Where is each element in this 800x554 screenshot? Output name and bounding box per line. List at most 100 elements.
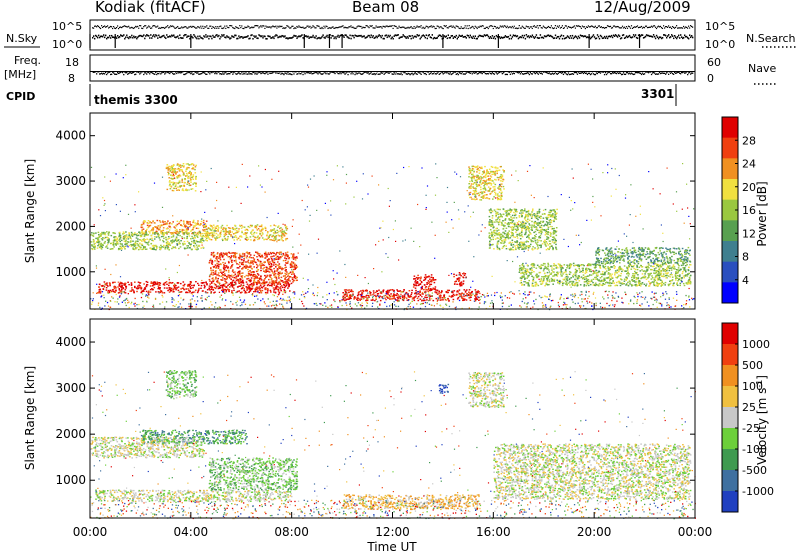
data-point: [380, 292, 383, 295]
nsearch-point: [180, 27, 182, 29]
nsearch-point: [467, 27, 469, 30]
nsky-point: [282, 35, 284, 37]
data-point: [247, 288, 249, 290]
data-point: [263, 267, 265, 269]
data-point: [430, 283, 433, 286]
data-point: [162, 239, 164, 242]
data-point: [157, 291, 160, 293]
data-point: [236, 291, 239, 293]
nsearch-point: [117, 25, 119, 27]
data-point: [343, 294, 346, 296]
nsky-point: [392, 37, 394, 40]
nsearch-point: [247, 25, 249, 27]
data-point: [231, 231, 233, 233]
data-point: [262, 285, 265, 288]
freq-point: [555, 73, 558, 75]
nsky-point: [113, 36, 115, 39]
nsearch-point: [457, 26, 459, 28]
data-point: [267, 262, 270, 264]
freq-point: [265, 72, 267, 74]
data-point: [291, 266, 293, 268]
nsearch-point: [211, 27, 213, 29]
nsearch-point: [224, 25, 226, 27]
data-point: [296, 276, 298, 279]
data-point: [143, 288, 145, 290]
data-point: [287, 255, 289, 257]
data-point: [169, 225, 171, 228]
data-point: [181, 189, 184, 191]
data-point: [96, 241, 98, 243]
nsearch-point: [655, 27, 658, 30]
freq-point: [93, 71, 95, 73]
data-point: [430, 276, 432, 278]
nsearch-point: [232, 26, 234, 29]
nsearch-point: [450, 25, 452, 27]
data-point: [114, 291, 116, 293]
data-point: [193, 235, 196, 237]
data-point: [251, 233, 253, 236]
nsky-point: [128, 37, 130, 40]
data-point: [253, 266, 255, 268]
data-point: [250, 260, 252, 262]
data-point: [274, 225, 277, 227]
data-point: [125, 239, 127, 242]
data-point: [429, 280, 432, 282]
data-point: [280, 289, 282, 292]
freq-point: [200, 73, 202, 75]
freq-point: [228, 72, 230, 75]
data-point: [193, 284, 195, 286]
nsky-point: [598, 37, 601, 40]
data-point: [165, 236, 167, 239]
data-point: [246, 287, 249, 289]
nsearch-point: [185, 26, 187, 28]
data-point: [241, 263, 243, 265]
data-point: [171, 165, 174, 168]
nsearch-point: [592, 26, 594, 28]
data-point: [189, 245, 192, 247]
nsky-point: [202, 37, 204, 40]
data-point: [225, 252, 228, 254]
freq-point: [400, 72, 402, 74]
nsearch-point: [149, 26, 151, 28]
data-point: [168, 181, 171, 183]
freq-point: [485, 73, 487, 75]
freq-point: [186, 72, 188, 74]
data-point: [105, 289, 108, 291]
data-point: [358, 291, 360, 293]
data-point: [241, 287, 243, 289]
data-point: [250, 282, 253, 285]
data-point: [203, 287, 206, 289]
data-point: [259, 255, 262, 258]
data-point: [252, 257, 254, 259]
data-point: [225, 282, 228, 284]
data-point: [166, 283, 168, 285]
nsearch-point: [250, 27, 252, 29]
freq-point: [111, 73, 113, 75]
freq-point: [307, 71, 309, 74]
nsearch-point: [209, 25, 211, 27]
data-point: [105, 287, 108, 289]
data-point: [239, 285, 242, 287]
freq-point: [550, 73, 553, 75]
data-point: [223, 273, 226, 275]
data-point: [210, 273, 213, 275]
data-point: [249, 287, 252, 289]
data-point: [157, 225, 160, 227]
nsky-point: [169, 35, 171, 37]
nsky-point: [635, 36, 638, 39]
data-point: [224, 285, 226, 287]
nsearch-point: [320, 27, 322, 30]
nsearch-point: [385, 25, 387, 27]
nsearch-point: [437, 25, 439, 27]
nsearch-point: [509, 26, 511, 28]
freq-point: [338, 73, 340, 75]
nsearch-point: [371, 25, 373, 27]
data-point: [121, 284, 123, 287]
nsky-point: [483, 34, 486, 36]
nsky-point: [117, 34, 119, 37]
data-point: [119, 240, 121, 243]
data-point: [271, 260, 274, 262]
data-point: [168, 222, 171, 225]
data-point: [238, 270, 241, 273]
nsky-point: [597, 35, 600, 38]
